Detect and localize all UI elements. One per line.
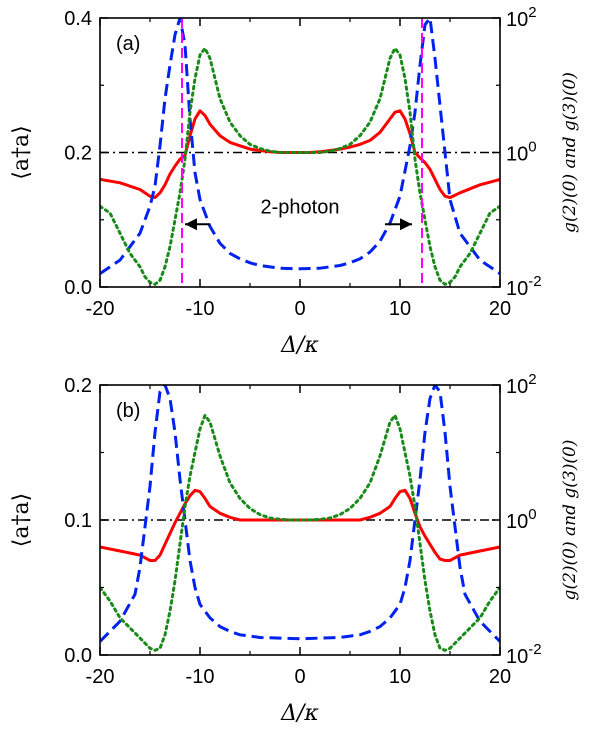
series-group: [100, 18, 500, 286]
y-right-axis-title: g(2)(0) and g(3)(0): [560, 440, 580, 601]
y-tick-label: 0.2: [64, 375, 92, 397]
y-tick-label: 0.4: [64, 8, 92, 30]
x-axis-title: Δ/κ: [280, 701, 319, 726]
y-right-tick-label: 100: [506, 139, 537, 166]
y-tick-label: 0.0: [64, 277, 92, 299]
x-tick-label: 0: [294, 298, 305, 320]
y-right-tick-base: 10: [506, 278, 528, 300]
panel-a: 2-photon-20 -10 0 10 200.00.20.410-2100102(a…: [9, 4, 580, 358]
series-line-g2: [100, 385, 500, 643]
y-right-tick-exp: 0: [528, 506, 536, 523]
x-tick-label: -10: [186, 666, 215, 688]
panel-b: -20 -10 0 10 200.00.10.210-2100102(b)Δ/κ⟨a†a…: [9, 371, 580, 726]
x-tick-label: -10: [186, 298, 215, 320]
y-tick-label: 0.1: [64, 510, 92, 532]
y-right-tick-label: 10-2: [506, 273, 542, 300]
y-right-tick-exp: 2: [528, 371, 536, 388]
series-line-g3: [100, 46, 500, 286]
x-tick-label: -20: [86, 298, 115, 320]
series-line-g2: [100, 18, 500, 275]
series-line-g3: [100, 413, 500, 652]
y-right-tick-base: 10: [506, 376, 528, 398]
y-right-axis-title: g(2)(0) and g(3)(0): [560, 72, 580, 233]
x-tick-label: 10: [389, 298, 411, 320]
y-right-tick-exp: 2: [528, 4, 536, 21]
x-tick-label: 20: [489, 666, 511, 688]
arrow-right-head: [400, 218, 412, 231]
series-line-photon_number: [100, 109, 500, 200]
y-right-tick-base: 10: [506, 9, 528, 31]
panel-label: (a): [116, 33, 140, 55]
y-axis-title: ⟨a†a⟩: [9, 493, 34, 547]
x-tick-label: 0: [294, 666, 305, 688]
y-right-tick-label: 102: [506, 371, 537, 398]
y-right-tick-exp: -2: [528, 641, 541, 658]
y-right-tick-label: 10-2: [506, 641, 542, 668]
x-tick-label: 10: [389, 666, 411, 688]
x-tick-label: -20: [86, 666, 115, 688]
y-tick-label: 0.0: [64, 645, 92, 667]
x-tick-label: 20: [489, 298, 511, 320]
y-right-tick-label: 102: [506, 4, 537, 31]
series-group: [100, 385, 500, 652]
arrow-left-head: [185, 218, 197, 231]
x-axis-title: Δ/κ: [280, 333, 319, 358]
y-axis-title: ⟨a†a⟩: [9, 125, 34, 179]
y-tick-label: 0.2: [64, 143, 92, 165]
y-right-tick-exp: 0: [528, 139, 536, 156]
series-line-photon_number: [100, 488, 500, 562]
annotation-label: 2-photon: [261, 196, 340, 218]
y-right-tick-exp: -2: [528, 273, 541, 290]
panel-label: (b): [116, 400, 140, 422]
y-right-tick-base: 10: [506, 144, 528, 166]
y-right-tick-base: 10: [506, 511, 528, 533]
y-right-tick-label: 100: [506, 506, 537, 533]
y-right-tick-base: 10: [506, 646, 528, 668]
